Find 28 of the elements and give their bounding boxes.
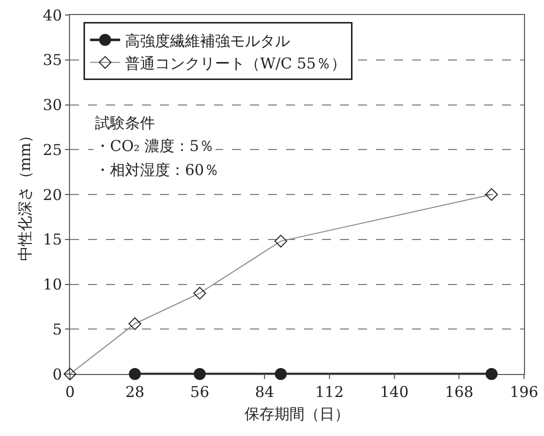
legend-label: 高強度繊維補強モルタル bbox=[125, 32, 290, 50]
y-tick-label: 20 bbox=[42, 186, 62, 204]
y-tick-label: 15 bbox=[42, 230, 62, 249]
y-tick-label: 35 bbox=[42, 51, 62, 70]
annotation: ・CO₂ 濃度：5％ bbox=[95, 137, 214, 155]
y-tick-label: 0 bbox=[52, 365, 62, 384]
annotation: 試験条件 bbox=[95, 114, 155, 132]
x-tick-label: 56 bbox=[190, 383, 210, 401]
point bbox=[274, 368, 287, 380]
y-tick-label: 5 bbox=[52, 320, 62, 338]
x-axis-title: 保存期間（日） bbox=[244, 405, 350, 423]
y-tick-label: 40 bbox=[42, 6, 62, 24]
point bbox=[128, 368, 141, 380]
y-tick-label: 25 bbox=[42, 140, 62, 159]
y-tick-label: 30 bbox=[42, 96, 62, 114]
point bbox=[486, 368, 498, 380]
y-tick-label: 10 bbox=[42, 276, 62, 294]
x-tick-label: 112 bbox=[315, 383, 344, 401]
annotation: ・相対湿度：60％ bbox=[95, 161, 220, 179]
x-tick-label: 196 bbox=[510, 383, 538, 401]
x-tick-label: 84 bbox=[255, 383, 274, 401]
point bbox=[194, 368, 206, 380]
x-tick-label: 28 bbox=[125, 383, 144, 401]
legend-label: 普通コンクリート（W/C 55％） bbox=[125, 54, 346, 72]
x-tick-label: 0 bbox=[65, 383, 75, 401]
y-axis-title: 中性化深さ（mm） bbox=[16, 128, 34, 262]
x-tick-label: 168 bbox=[444, 383, 474, 401]
x-tick-label: 140 bbox=[380, 383, 409, 401]
